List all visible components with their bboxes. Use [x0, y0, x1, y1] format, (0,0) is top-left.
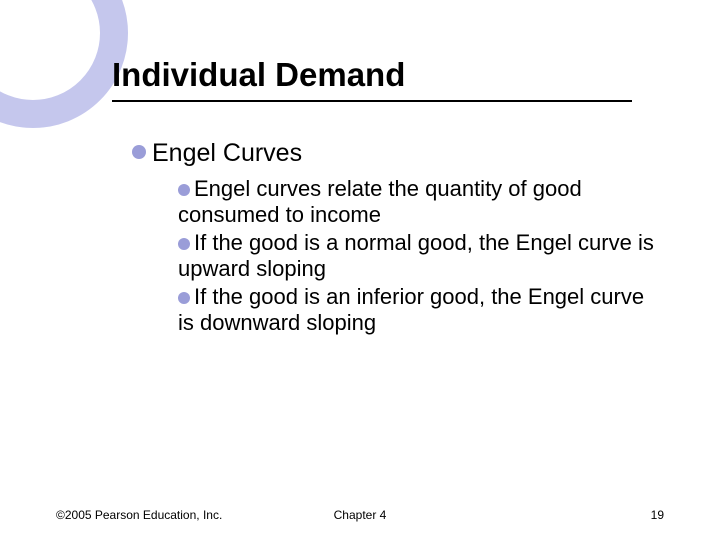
slide-title: Individual Demand: [112, 56, 405, 94]
bullet-level2-text: If the good is an inferior good, the Eng…: [178, 284, 644, 335]
disc-bullet-icon: [178, 292, 190, 304]
footer-chapter: Chapter 4: [0, 508, 720, 522]
footer-page-number: 19: [651, 508, 664, 522]
bullet-level2-text: If the good is a normal good, the Engel …: [178, 230, 654, 281]
bullet-level2-item: If the good is a normal good, the Engel …: [178, 230, 658, 282]
corner-ring-decoration: [0, 0, 128, 128]
slide: Individual Demand Engel Curves Engel cur…: [0, 0, 720, 540]
bullet-level1-text: Engel Curves: [152, 139, 302, 167]
disc-bullet-icon: [132, 145, 146, 159]
bullet-level2-text: Engel curves relate the quantity of good…: [178, 176, 582, 227]
bullet-level1: Engel Curves: [132, 138, 652, 168]
bullet-level2-item: If the good is an inferior good, the Eng…: [178, 284, 658, 336]
disc-bullet-icon: [178, 184, 190, 196]
title-underline: [112, 100, 632, 102]
bullet-level2-item: Engel curves relate the quantity of good…: [178, 176, 658, 228]
bullet-level2-list: Engel curves relate the quantity of good…: [178, 176, 658, 338]
disc-bullet-icon: [178, 238, 190, 250]
